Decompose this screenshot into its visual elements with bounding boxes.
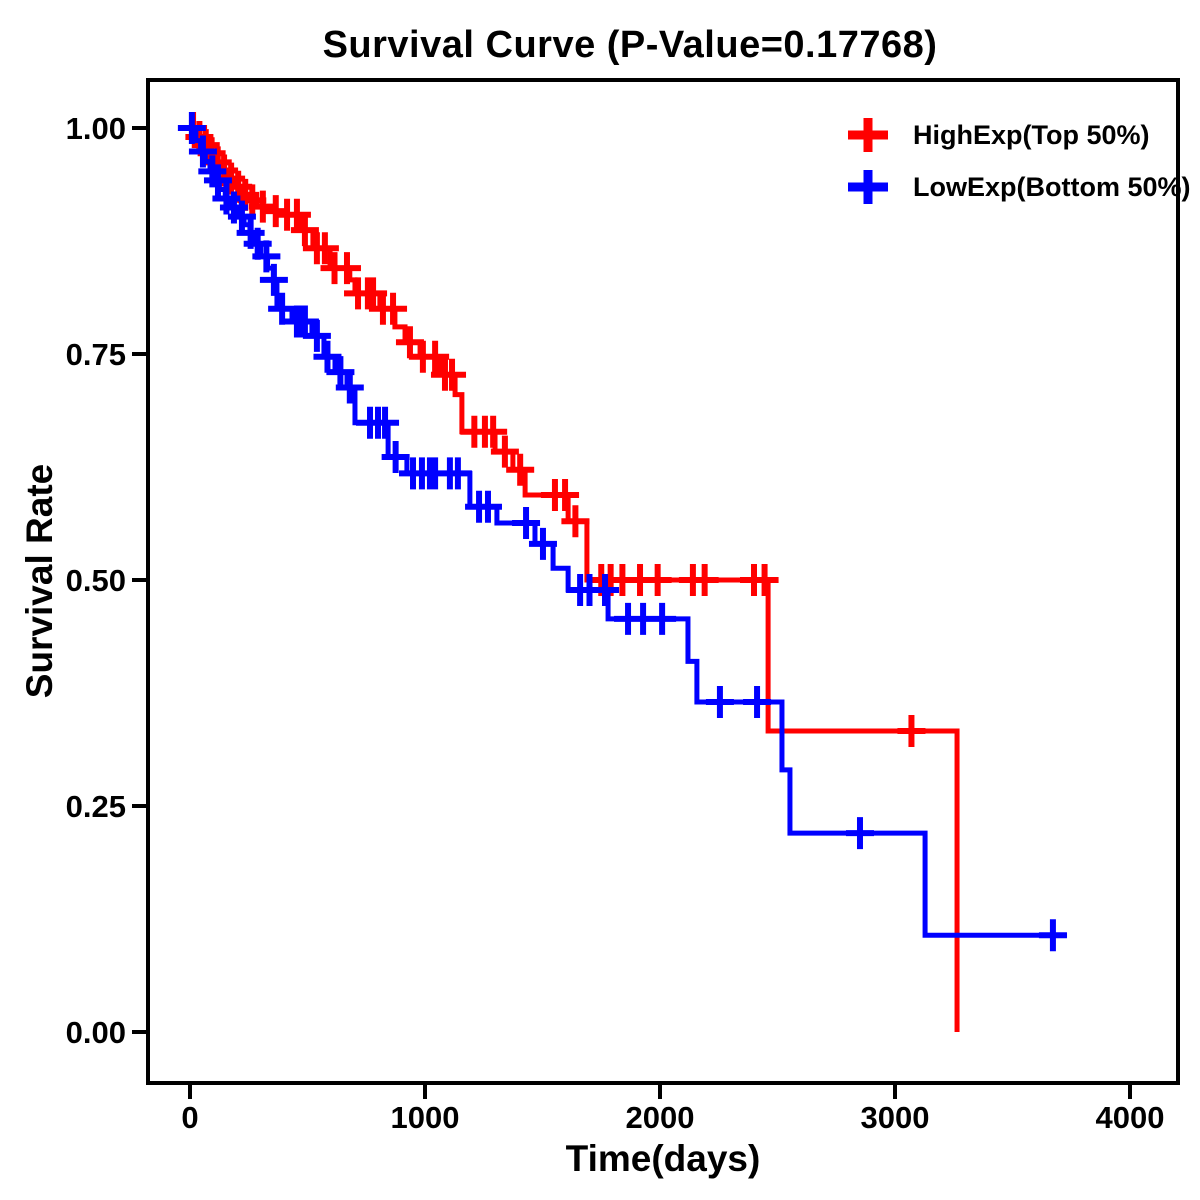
lowexp-plus-icon	[848, 170, 888, 204]
x-tick-label: 1000	[391, 1100, 460, 1135]
legend-item-highexp: HighExp(Top 50%)	[845, 110, 1191, 160]
x-tick-label: 0	[181, 1100, 198, 1135]
x-tick-label: 3000	[861, 1100, 930, 1135]
legend: HighExp(Top 50%) LowExp(Bottom 50%)	[845, 110, 1191, 212]
legend-item-lowexp: LowExp(Bottom 50%)	[845, 162, 1191, 212]
y-tick-label: 0.00	[66, 1015, 126, 1050]
highexp-plus-icon	[848, 118, 888, 152]
highexp-censor-marks	[179, 112, 926, 747]
plot-border	[146, 78, 1180, 1085]
chart-title: Survival Curve (P-Value=0.17768)	[322, 24, 938, 66]
y-tick-label: 0.25	[66, 789, 126, 824]
x-axis-title: Time(days)	[565, 1138, 761, 1179]
y-tick-label: 0.75	[66, 337, 126, 372]
lowexp-censor-marks	[177, 112, 1067, 952]
y-tick-label: 0.50	[66, 563, 126, 598]
y-tick-label: 1.00	[66, 111, 126, 146]
highexp-curve	[190, 125, 960, 1032]
x-tick-label: 2000	[626, 1100, 695, 1135]
x-tick-label: 4000	[1096, 1100, 1165, 1135]
legend-label-highexp: HighExp(Top 50%)	[913, 119, 1150, 150]
legend-label-lowexp: LowExp(Bottom 50%)	[913, 171, 1191, 202]
